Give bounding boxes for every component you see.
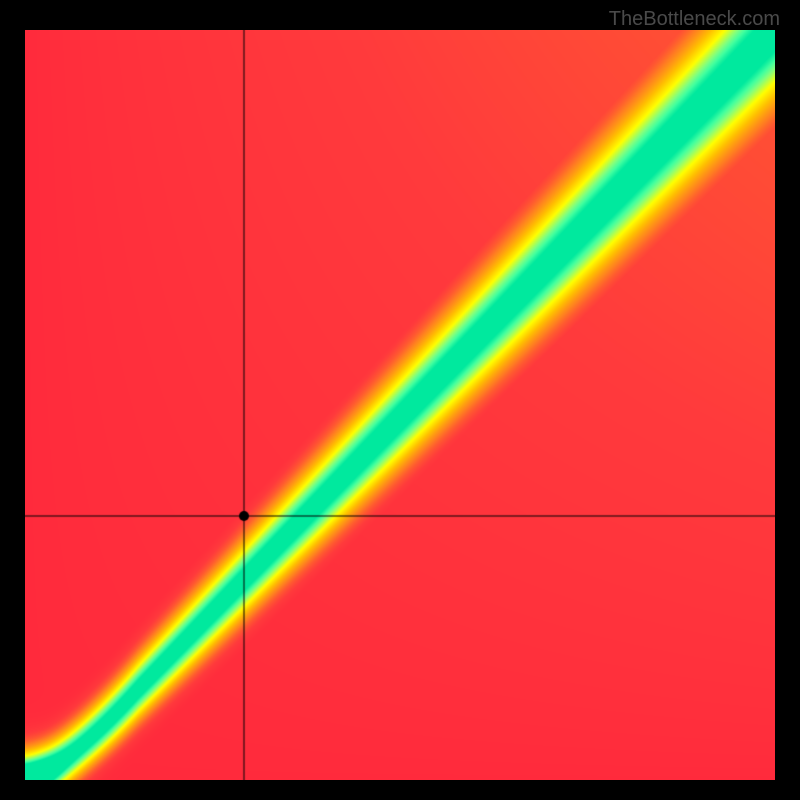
heatmap-canvas: [25, 30, 775, 780]
watermark-text: TheBottleneck.com: [609, 8, 780, 31]
bottleneck-heatmap: [25, 30, 775, 780]
